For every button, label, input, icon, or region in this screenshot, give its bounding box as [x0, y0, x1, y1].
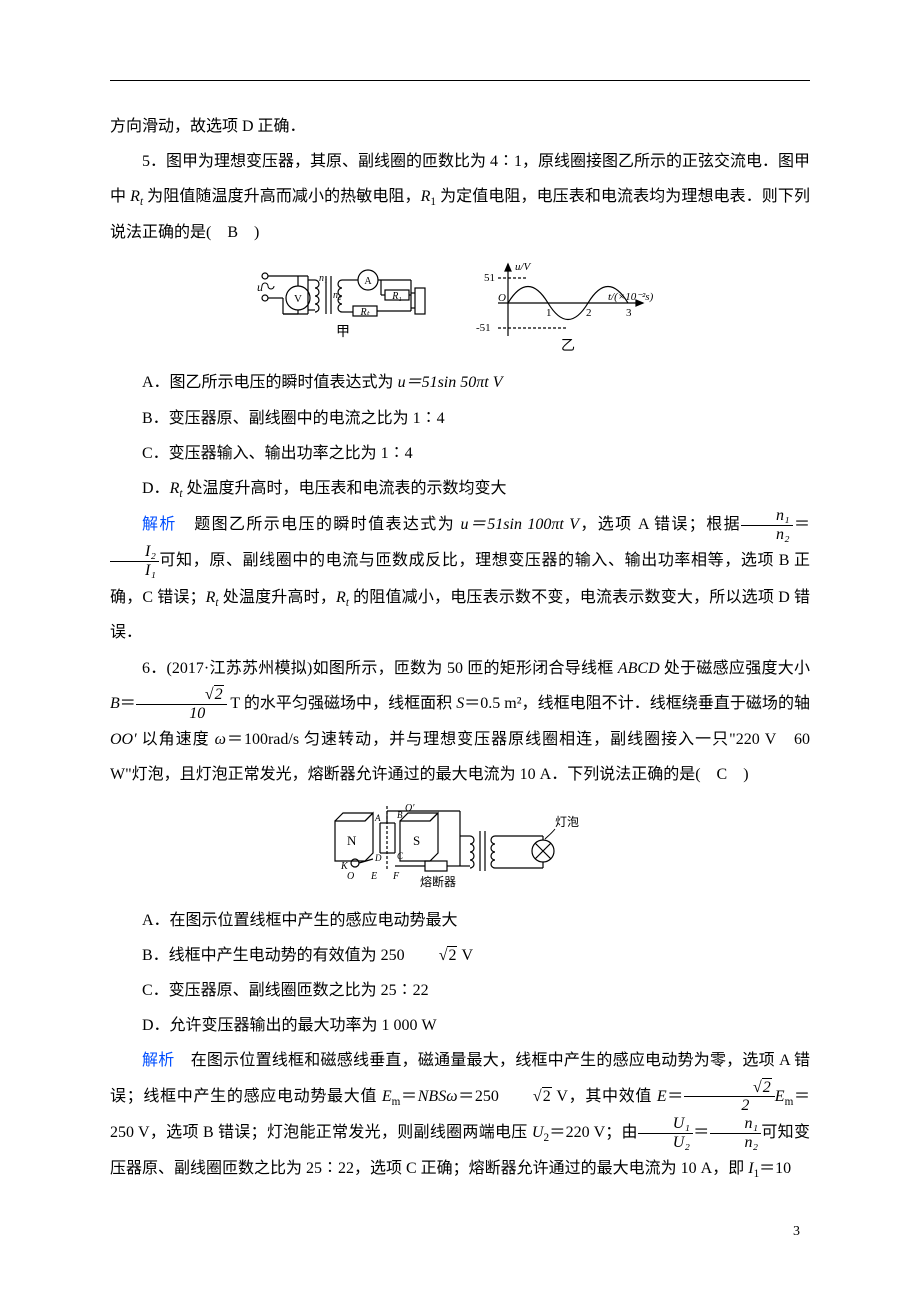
q6-optD: D．允许变压器输出的最大功率为 1 000 W	[110, 1008, 810, 1043]
q5-number: 5	[142, 153, 150, 170]
q6-figure: N S A B C D O′ O K E F	[110, 801, 810, 891]
svg-text:灯泡: 灯泡	[555, 815, 579, 829]
svg-text:C: C	[397, 851, 404, 861]
q6-optA: A．在图示位置线框中产生的感应电动势最大	[110, 903, 810, 938]
svg-text:51: 51	[484, 272, 495, 284]
analysis-label: 解析	[142, 516, 177, 533]
q5-optC: C．变压器输入、输出功率之比为 1∶4	[110, 436, 810, 471]
svg-text:O′: O′	[405, 803, 415, 814]
svg-text:u: u	[257, 280, 263, 294]
q5-figures: u V n₁ n₂ A	[110, 258, 810, 353]
prev-answer-continuation: 方向滑动，故选项 D 正确．	[110, 109, 810, 144]
svg-text:O: O	[347, 871, 354, 882]
page-number: 3	[110, 1217, 810, 1248]
svg-text:A: A	[364, 276, 372, 287]
q6-number: 6	[142, 660, 150, 677]
svg-text:1: 1	[546, 307, 552, 319]
svg-text:S: S	[413, 833, 420, 848]
header-rule	[110, 80, 810, 81]
svg-text:u/V: u/V	[515, 261, 532, 273]
svg-text:甲: 甲	[336, 325, 350, 340]
svg-text:2: 2	[586, 307, 592, 319]
fig5a-transformer: u V n₁ n₂ A	[253, 258, 438, 353]
svg-text:R₁: R₁	[391, 291, 402, 302]
q6-analysis: 解析 在图示位置线框和磁感线垂直，磁通量最大，线框中产生的感应电动势为零，选项 …	[110, 1043, 810, 1187]
svg-text:E: E	[370, 871, 377, 882]
svg-text:A: A	[374, 813, 381, 823]
q5-optA: A．图乙所示电压的瞬时值表达式为 u＝51sin 50πt V	[110, 365, 810, 400]
svg-text:-51: -51	[476, 322, 491, 334]
svg-text:Rₜ: Rₜ	[359, 307, 370, 318]
q5-optD: D．Rt 处温度升高时，电压表和电流表的示数均变大	[110, 471, 810, 507]
svg-text:O: O	[498, 292, 506, 304]
q6-optC: C．变压器原、副线圈匝数之比为 25∶22	[110, 973, 810, 1008]
svg-text:t/(×10⁻²s): t/(×10⁻²s)	[608, 291, 654, 303]
svg-text:N: N	[347, 833, 357, 848]
q6-stem: 6．(2017·江苏苏州模拟)如图所示，匝数为 50 匝的矩形闭合导线框 ABC…	[110, 651, 810, 793]
q6-answer: C	[717, 766, 728, 783]
svg-text:3: 3	[626, 307, 632, 319]
analysis-label: 解析	[142, 1052, 174, 1069]
svg-text:V: V	[294, 293, 302, 305]
svg-text:K: K	[340, 861, 349, 872]
q5-optB: B．变压器原、副线圈中的电流之比为 1∶4	[110, 401, 810, 436]
svg-text:n₂: n₂	[333, 290, 342, 301]
q5-analysis: 解析 题图乙所示电压的瞬时值表达式为 u＝51sin 100πt V，选项 A …	[110, 507, 810, 651]
svg-text:F: F	[392, 871, 400, 882]
svg-text:D: D	[374, 853, 382, 863]
q5-stem: 5．图甲为理想变压器，其原、副线圈的匝数比为 4∶1，原线圈接图乙所示的正弦交流…	[110, 144, 810, 250]
svg-text:熔断器: 熔断器	[420, 874, 456, 889]
q6-optB: B．线框中产生电动势的有效值为 2502 V	[110, 938, 810, 973]
fig6-generator: N S A B C D O′ O K E F	[325, 801, 595, 891]
q5-answer: B	[227, 224, 238, 241]
svg-text:乙: 乙	[561, 338, 575, 353]
fig5b-sinewave: u/V 51 -51 O 1 2 3 t/(×10⁻²s) 乙	[468, 258, 668, 353]
